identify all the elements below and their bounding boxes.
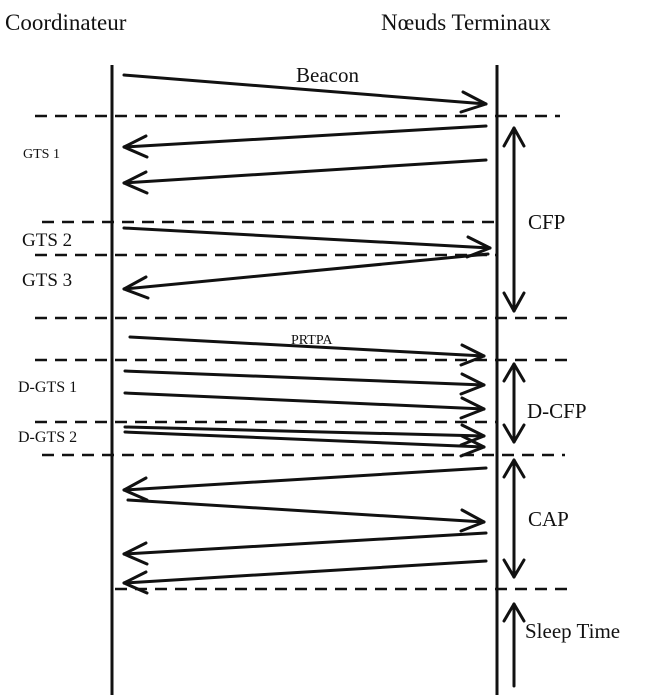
gts2-arrow	[122, 226, 492, 259]
beacon-arrow	[122, 73, 488, 114]
sleep-time-arrow	[502, 602, 526, 688]
cap-arrow-1	[122, 466, 488, 502]
dgts2-label: D-GTS 2	[18, 429, 77, 446]
prtpa-arrow	[128, 335, 486, 367]
terminal-nodes-header: Nœuds Terminaux	[381, 10, 551, 35]
dgts2-arrow-2	[123, 430, 486, 458]
dgts1-label: D-GTS 1	[18, 379, 77, 396]
cfp-label: CFP	[528, 210, 565, 234]
dgts1-arrow-2	[123, 391, 486, 420]
cap-arrow-4	[122, 559, 488, 595]
gts3-arrow	[122, 252, 490, 300]
dcfp-span-arrow	[502, 362, 526, 444]
dgts1-arrow-1	[123, 369, 486, 396]
cap-span-arrow	[502, 458, 526, 579]
gts3-label: GTS 3	[22, 270, 72, 291]
gts2-label: GTS 2	[22, 230, 72, 251]
beacon-label: Beacon	[296, 63, 359, 87]
cfp-span-arrow	[502, 126, 526, 313]
dgts2-arrow-1	[123, 423, 486, 447]
dcfp-label: D-CFP	[527, 399, 587, 423]
prtpa-label: PRTPA	[291, 333, 333, 348]
gts1-label: GTS 1	[23, 147, 60, 162]
cap-arrow-3	[122, 531, 488, 566]
gts1-arrow-2	[122, 158, 488, 195]
separators	[35, 114, 575, 591]
cap-arrow-2	[126, 498, 486, 533]
coordinator-header: Coordinateur	[5, 10, 127, 35]
sleep-time-label: Sleep Time	[525, 619, 620, 643]
cap-label: CAP	[528, 507, 569, 531]
gts1-arrow-1	[122, 124, 488, 159]
